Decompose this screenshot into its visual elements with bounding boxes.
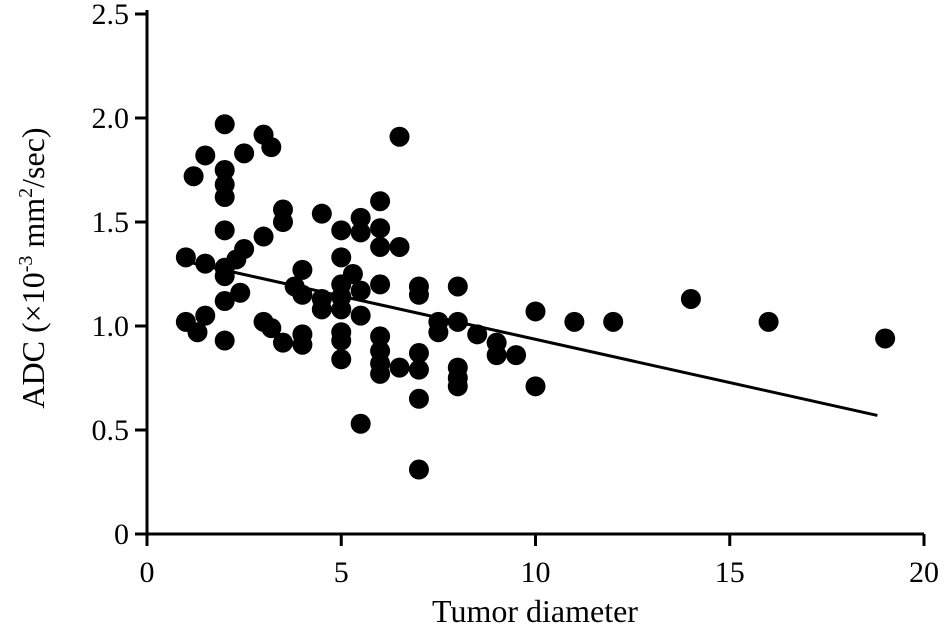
data-point [187, 322, 208, 343]
data-point [230, 282, 251, 303]
data-point [680, 288, 701, 309]
data-point [311, 203, 332, 224]
data-point [292, 334, 313, 355]
data-point [408, 284, 429, 305]
x-tick-label: 5 [334, 556, 349, 589]
data-point [408, 343, 429, 364]
y-tick-label: 1.5 [92, 206, 130, 239]
data-point [350, 207, 371, 228]
data-point [467, 324, 488, 345]
data-point [214, 187, 235, 208]
data-point [350, 280, 371, 301]
data-point [342, 264, 363, 284]
data-point [214, 266, 235, 287]
data-point [261, 137, 282, 158]
y-axis-title: ADC (×10-3 mm2/sec) [15, 127, 51, 408]
data-point [506, 345, 527, 366]
data-point [370, 363, 391, 384]
data-point [758, 311, 779, 332]
x-tick-label: 20 [909, 556, 939, 589]
y-axis-title-main: ADC (×10 [15, 272, 51, 408]
data-point [214, 160, 235, 180]
data-point [447, 311, 468, 332]
data-point [214, 291, 235, 312]
data-point [331, 247, 352, 268]
data-point [875, 328, 896, 349]
data-point [447, 276, 468, 297]
y-tick-label: 0.5 [92, 414, 130, 447]
data-point [214, 220, 235, 241]
data-point [175, 247, 196, 268]
data-point [234, 143, 255, 164]
data-point [350, 222, 371, 243]
data-point [428, 322, 449, 343]
y-axis-title-end: /sec) [15, 127, 51, 187]
y-tick-label: 1.0 [92, 310, 130, 343]
data-point [370, 274, 391, 295]
data-point [214, 114, 235, 135]
axes [145, 10, 924, 536]
x-axis-title: Tumor diameter [432, 593, 638, 627]
y-axis-title-exp2: 2 [15, 188, 37, 198]
data-point [331, 299, 352, 320]
data-point [292, 284, 313, 305]
data-point [350, 413, 371, 434]
data-point [331, 330, 352, 351]
data-point [370, 218, 391, 239]
data-point [331, 220, 352, 241]
data-point [311, 299, 332, 320]
x-tick-label: 10 [521, 556, 551, 589]
data-point [331, 349, 352, 370]
data-points [175, 114, 896, 480]
data-point [370, 191, 391, 212]
data-point [350, 305, 371, 326]
data-point [408, 459, 429, 480]
data-point [183, 166, 204, 187]
data-point [389, 126, 410, 147]
data-point [603, 311, 624, 332]
data-point [370, 236, 391, 257]
data-point [272, 212, 293, 232]
x-ticks: 0 5 10 15 20 [140, 534, 939, 589]
data-point [408, 359, 429, 380]
data-point [195, 253, 216, 274]
data-point [525, 301, 546, 322]
data-point [564, 311, 585, 332]
data-point [447, 376, 468, 397]
data-point [253, 226, 274, 247]
data-point [261, 318, 282, 339]
data-point [525, 376, 546, 397]
y-tick-label: 0 [114, 518, 129, 551]
data-point [370, 326, 391, 347]
y-tick-label: 2.5 [92, 0, 130, 31]
data-point [234, 239, 255, 260]
data-point [486, 345, 507, 366]
x-tick-label: 15 [715, 556, 745, 589]
y-axis-title-exp1: -3 [15, 256, 37, 273]
data-point [389, 236, 410, 257]
data-point [195, 145, 216, 166]
data-point [408, 388, 429, 409]
y-ticks: 0 0.5 1.0 1.5 2.0 2.5 [92, 0, 147, 551]
data-point [389, 357, 410, 378]
data-point [272, 332, 293, 353]
y-axis-title-mid: mm [15, 198, 51, 256]
y-tick-label: 2.0 [92, 102, 130, 135]
x-tick-label: 0 [140, 556, 155, 589]
data-point [195, 305, 216, 326]
data-point [214, 330, 235, 351]
data-point [292, 259, 313, 280]
